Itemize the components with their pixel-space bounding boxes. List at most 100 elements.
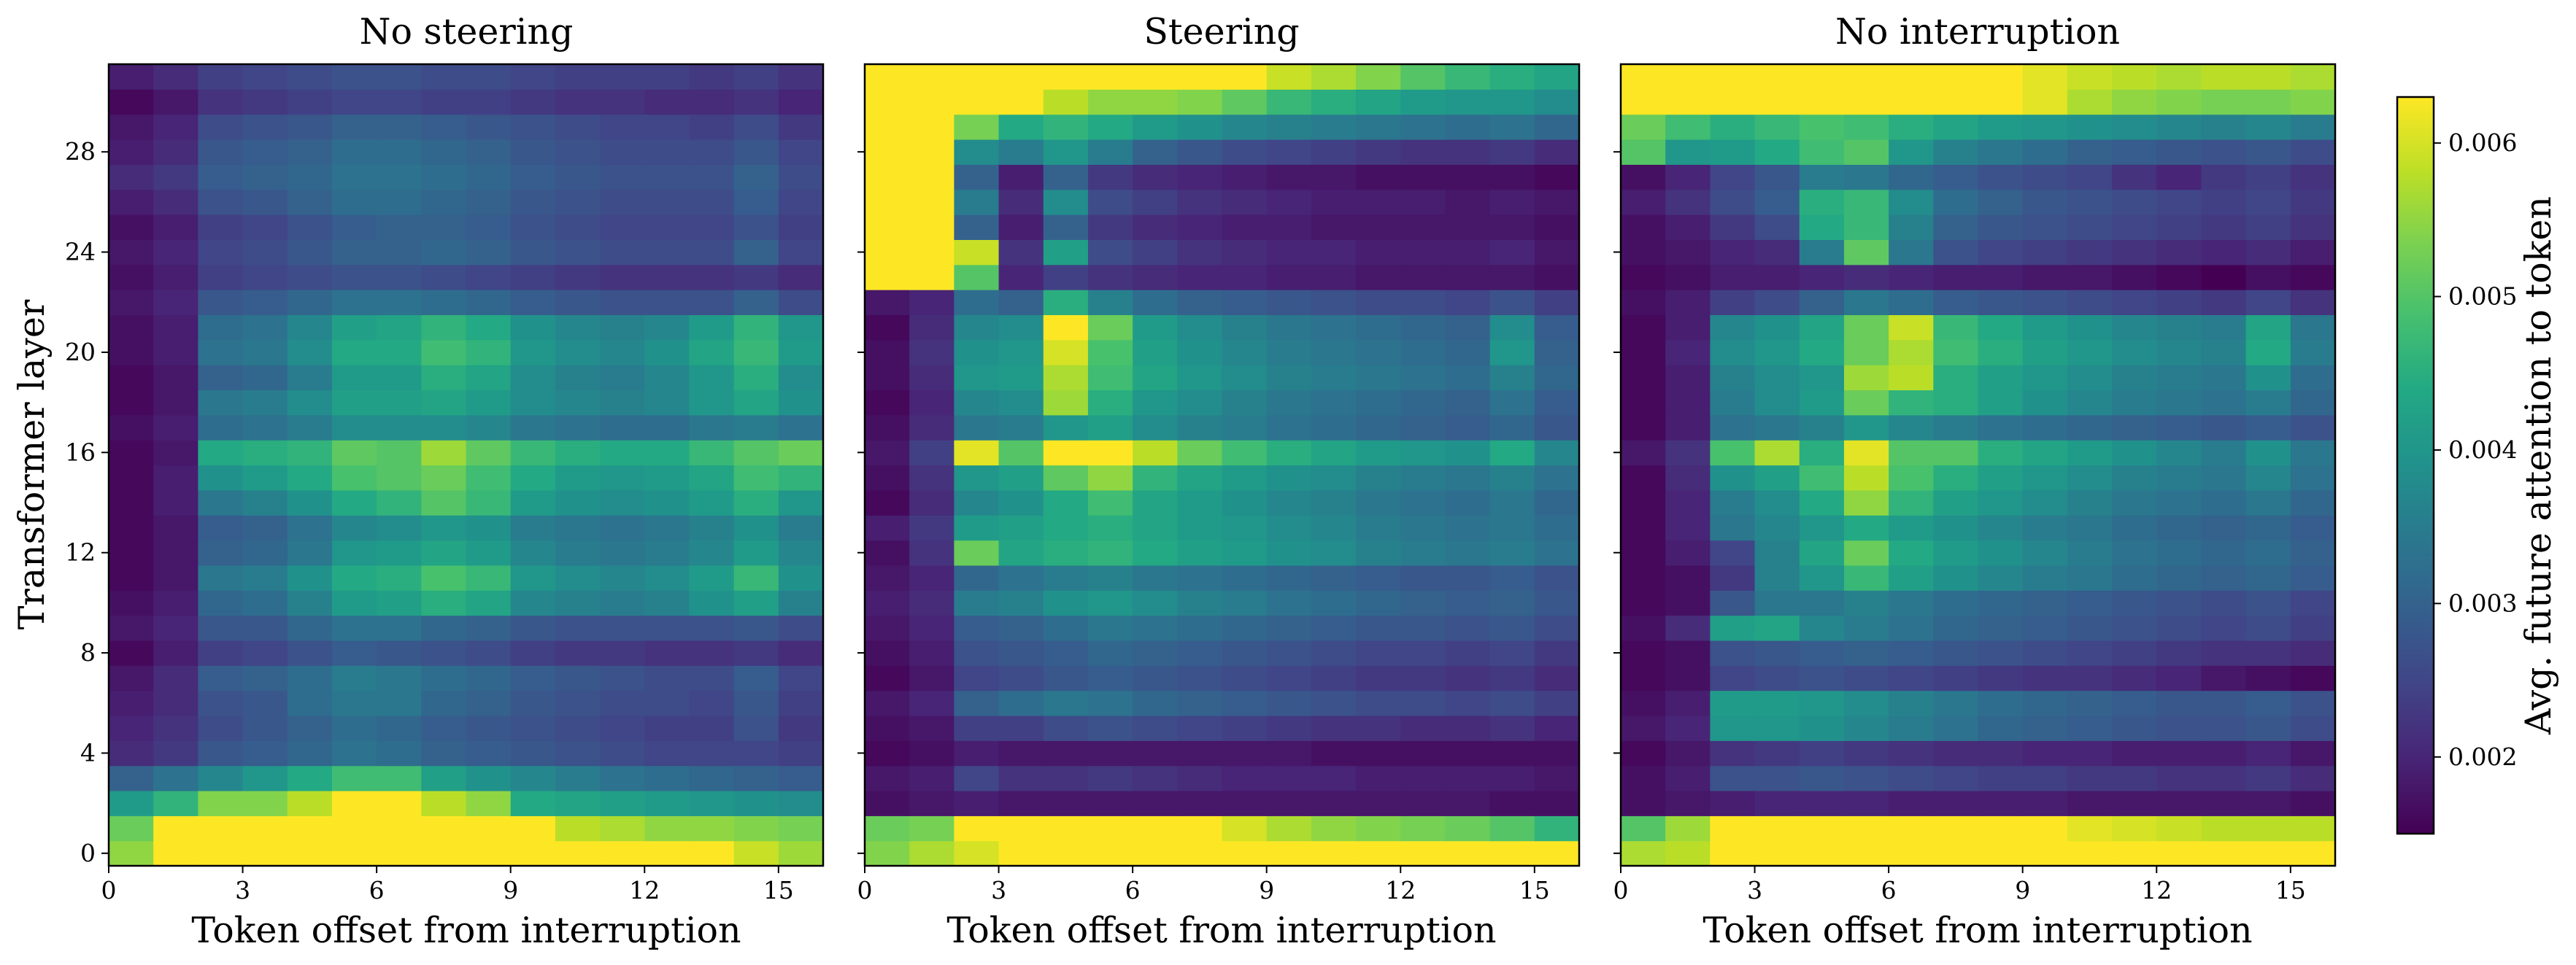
heatmap-cell: [1799, 314, 1845, 341]
heatmap-cell: [331, 765, 377, 791]
heatmap-cell: [2156, 640, 2202, 666]
heatmap-cell: [1445, 214, 1491, 240]
heatmap-cell: [909, 114, 955, 140]
heatmap-cell: [1710, 715, 1756, 741]
heatmap-cell: [909, 189, 955, 215]
heatmap-cell: [1799, 339, 1845, 365]
heatmap-cell: [1665, 339, 1711, 365]
heatmap-cell: [865, 765, 910, 791]
heatmap-cell: [865, 365, 910, 391]
heatmap-cell: [909, 540, 955, 566]
heatmap-cell: [644, 540, 690, 566]
heatmap-cell: [1489, 164, 1535, 190]
heatmap-cell: [421, 815, 467, 842]
heatmap-cell: [1754, 239, 1800, 266]
heatmap-cell: [2290, 414, 2336, 441]
heatmap-cell: [421, 590, 467, 616]
heatmap-cell: [1222, 540, 1268, 566]
heatmap-cell: [287, 489, 333, 516]
heatmap-cell: [2201, 515, 2247, 541]
heatmap-cell: [555, 239, 601, 266]
heatmap-cell: [1311, 640, 1357, 666]
heatmap-cell: [331, 239, 377, 266]
heatmap-cell: [778, 114, 824, 140]
heatmap-cell: [287, 339, 333, 365]
heatmap-cell: [555, 615, 601, 641]
heatmap-cell: [1665, 89, 1711, 115]
heatmap-cell: [1087, 489, 1133, 516]
heatmap-cell: [198, 89, 244, 115]
heatmap-cell: [1133, 189, 1178, 215]
heatmap-cell: [1133, 339, 1178, 365]
heatmap-cell: [1933, 440, 1979, 466]
heatmap-cell: [954, 765, 1000, 791]
heatmap-cell: [466, 114, 512, 140]
heatmap-cell: [1843, 765, 1889, 791]
heatmap-cell: [1043, 314, 1089, 341]
x-tick-label: 6: [1125, 876, 1141, 904]
heatmap-cell: [600, 264, 645, 290]
heatmap-cell: [1400, 590, 1446, 616]
heatmap-cell: [1843, 390, 1889, 416]
heatmap-cell: [954, 290, 1000, 316]
heatmap-cell: [644, 840, 690, 867]
heatmap-cell: [2245, 114, 2291, 140]
heatmap-cell: [2290, 489, 2336, 516]
heatmap-cell: [1889, 715, 1934, 741]
heatmap-cell: [865, 540, 910, 566]
heatmap-cell: [153, 189, 198, 215]
heatmap-cell: [1889, 414, 1934, 441]
heatmap-cell: [733, 114, 779, 140]
heatmap-cell: [1843, 515, 1889, 541]
heatmap-cell: [1754, 339, 1800, 365]
heatmap-cell: [2022, 565, 2068, 591]
heatmap-cell: [1933, 765, 1979, 791]
heatmap-cell: [377, 565, 422, 591]
heatmap-cell: [421, 515, 467, 541]
heatmap-cell: [1043, 540, 1089, 566]
heatmap-cell: [689, 540, 735, 566]
heatmap-cell: [2022, 89, 2068, 115]
heatmap-cell: [555, 264, 601, 290]
heatmap-cell: [421, 214, 467, 240]
heatmap-cell: [1754, 615, 1800, 641]
heatmap-cell: [1043, 264, 1089, 290]
heatmap-cell: [1087, 339, 1133, 365]
heatmap-cell: [733, 715, 779, 741]
heatmap-cell: [2156, 515, 2202, 541]
heatmap-cell: [689, 214, 735, 240]
heatmap-cell: [1356, 715, 1401, 741]
heatmap-cell: [242, 540, 288, 566]
heatmap-cell: [2201, 440, 2247, 466]
heatmap-cell: [510, 590, 556, 616]
heatmap-cell: [287, 465, 333, 491]
heatmap-cell: [2156, 440, 2202, 466]
heatmap-cell: [1754, 465, 1800, 491]
heatmap-cell: [778, 615, 824, 641]
heatmap-cell: [1534, 815, 1580, 842]
heatmap-cell: [2156, 339, 2202, 365]
heatmap-cell: [865, 390, 910, 416]
heatmap-cell: [510, 264, 556, 290]
heatmap-cell: [1222, 390, 1268, 416]
heatmap-cell: [2156, 114, 2202, 140]
heatmap-cell: [2112, 615, 2157, 641]
heatmap-cell: [1665, 365, 1711, 391]
heatmap-cell: [689, 665, 735, 691]
heatmap-cell: [2022, 314, 2068, 341]
heatmap-cell: [1266, 189, 1312, 215]
heatmap-cell: [1710, 314, 1756, 341]
heatmap-cell: [1843, 590, 1889, 616]
heatmap-cell: [1710, 189, 1756, 215]
heatmap-cell: [1889, 390, 1934, 416]
heatmap-cell: [466, 489, 512, 516]
heatmap-cell: [2112, 164, 2157, 190]
heatmap-cell: [865, 440, 910, 466]
heatmap-cell: [1621, 89, 1666, 115]
heatmap-cell: [644, 164, 690, 190]
heatmap-cell: [1133, 390, 1178, 416]
heatmap-cell: [1489, 790, 1535, 816]
heatmap-cell: [1445, 615, 1491, 641]
heatmap-cell: [1311, 139, 1357, 165]
